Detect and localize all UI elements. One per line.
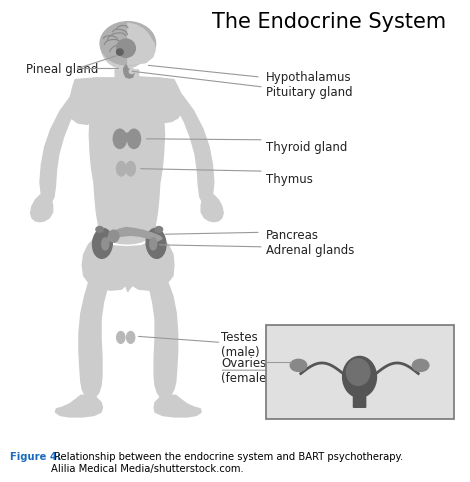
Ellipse shape [126,161,135,176]
Text: Relationship between the endocrine system and BART psychotherapy.
Alilia Medical: Relationship between the endocrine syste… [51,452,403,474]
Text: Ovaries
(female): Ovaries (female) [221,357,271,385]
Text: Pituitary gland: Pituitary gland [266,86,352,99]
Text: Thymus: Thymus [266,173,313,186]
Polygon shape [79,283,110,399]
Text: Thyroid gland: Thyroid gland [266,142,347,154]
Ellipse shape [126,332,135,343]
Ellipse shape [117,39,135,57]
Text: Pineal gland: Pineal gland [26,64,98,76]
Polygon shape [124,65,134,78]
Polygon shape [108,228,162,241]
Polygon shape [89,77,164,244]
Polygon shape [201,195,223,222]
Ellipse shape [117,332,125,343]
Ellipse shape [290,360,307,372]
Polygon shape [160,78,214,205]
Text: Testes
(male): Testes (male) [221,331,259,359]
Polygon shape [128,23,155,65]
Ellipse shape [102,238,109,250]
Ellipse shape [93,228,112,258]
Polygon shape [40,78,94,205]
Polygon shape [154,395,201,417]
Ellipse shape [343,357,376,397]
Text: Pancreas: Pancreas [266,229,319,241]
Ellipse shape [146,228,166,258]
Text: Hypothalamus: Hypothalamus [266,71,351,83]
Ellipse shape [413,360,429,372]
Polygon shape [70,77,183,125]
Ellipse shape [127,129,141,148]
FancyBboxPatch shape [266,325,454,419]
Polygon shape [82,234,174,292]
Ellipse shape [155,227,163,232]
Polygon shape [31,195,53,222]
Ellipse shape [149,238,157,250]
Ellipse shape [100,22,156,65]
Polygon shape [353,395,366,407]
Ellipse shape [117,49,123,55]
Ellipse shape [346,359,370,386]
Ellipse shape [113,129,126,148]
Ellipse shape [129,69,134,74]
Polygon shape [115,67,139,78]
Text: The Endocrine System: The Endocrine System [212,12,446,32]
Text: Adrenal glands: Adrenal glands [266,244,354,257]
Ellipse shape [101,23,148,68]
Polygon shape [146,283,178,399]
Ellipse shape [109,230,119,242]
Polygon shape [120,133,134,138]
Text: Figure 4:: Figure 4: [10,452,62,462]
Ellipse shape [117,161,126,176]
Polygon shape [55,395,102,417]
Ellipse shape [96,227,103,232]
